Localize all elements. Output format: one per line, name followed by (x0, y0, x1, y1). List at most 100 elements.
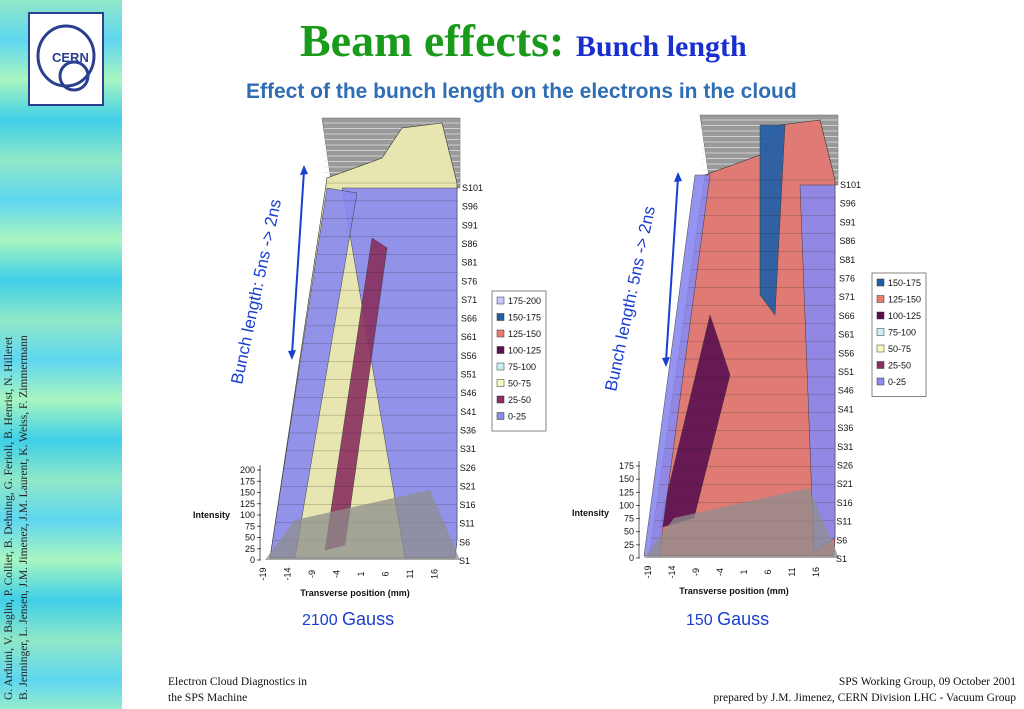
z-tick-label: 125 (240, 499, 255, 509)
x-tick-label: -14 (667, 565, 677, 578)
title-sub: Bunch length (575, 30, 747, 63)
z-tick-label: 175 (619, 461, 634, 471)
series-label: S21 (460, 481, 476, 491)
series-label: S16 (837, 498, 853, 508)
series-label: S31 (460, 444, 476, 454)
x-tick-label: 11 (405, 569, 415, 578)
z-tick-label: 75 (624, 514, 634, 524)
series-label: S96 (840, 199, 856, 209)
series-label: S46 (460, 388, 476, 398)
arrow-head-up (300, 165, 308, 175)
field-unit: Gauss (342, 609, 394, 629)
z-tick-label: 100 (240, 510, 255, 520)
series-label: S91 (462, 220, 478, 230)
x-tick-label: -14 (283, 567, 293, 580)
legend-label: 150-175 (508, 313, 541, 323)
annotation-arrow (291, 170, 305, 355)
series-label: S91 (840, 217, 856, 227)
legend-label: 100-125 (508, 346, 541, 356)
series-label: S46 (838, 386, 854, 396)
series-label: S101 (462, 183, 483, 193)
z-tick-label: 75 (245, 521, 255, 531)
legend-label: 75-100 (508, 362, 536, 372)
series-label: S56 (461, 351, 477, 361)
z-axis-label: Intensity (193, 510, 230, 520)
x-tick-label: 6 (763, 569, 773, 574)
series-label: S51 (461, 370, 477, 380)
legend-label: 0-25 (508, 412, 526, 422)
title-main: Beam effects: (300, 15, 565, 66)
legend-swatch (876, 311, 885, 320)
legend-swatch (496, 379, 505, 387)
legend-swatch (876, 295, 885, 303)
legend-swatch (876, 328, 885, 336)
z-tick-label: 150 (619, 474, 634, 484)
x-tick-label: 11 (787, 567, 797, 576)
series-label: S26 (460, 463, 476, 473)
annotation-text: Bunch length: 5ns -> 2ns (227, 197, 285, 385)
x-tick-label: -9 (691, 568, 701, 576)
x-tick-label: 1 (356, 571, 366, 576)
series-label: S76 (839, 274, 855, 284)
z-tick-label: 175 (240, 476, 255, 486)
z-tick-label: 125 (619, 487, 634, 497)
x-tick-label: -19 (258, 567, 268, 580)
legend-box (871, 272, 927, 397)
series-label: S11 (836, 517, 851, 527)
series-label: S101 (840, 180, 861, 190)
series-label: S66 (839, 311, 855, 321)
series-label: S26 (837, 461, 853, 471)
field-label: 150 Gauss (686, 609, 769, 629)
z-axis-label: Intensity (572, 508, 609, 518)
series-label: S61 (461, 332, 477, 342)
series-label: S31 (837, 442, 853, 452)
legend-label: 150-175 (888, 278, 921, 288)
legend-label: 25-50 (508, 395, 531, 405)
series-label: S61 (838, 330, 854, 340)
field-value: 2100 (302, 612, 342, 629)
series-label: S36 (460, 425, 476, 435)
z-tick-label: 25 (624, 540, 634, 550)
legend-label: 100-125 (888, 311, 921, 321)
legend-label: 125-150 (888, 295, 921, 305)
field-label: 2100 Gauss (302, 609, 394, 629)
series-label: S56 (838, 348, 854, 358)
legend-label: 50-75 (888, 344, 911, 354)
x-tick-label: -4 (715, 568, 725, 576)
footer-left: Electron Cloud Diagnostics in the SPS Ma… (168, 674, 307, 706)
legend-swatch (876, 361, 885, 369)
series-label: S11 (459, 519, 474, 529)
series-label: S6 (459, 537, 470, 547)
x-tick-label: 1 (739, 569, 749, 574)
annotation-arrow (665, 177, 679, 362)
x-tick-label: -9 (307, 570, 317, 578)
surface-band (799, 184, 836, 554)
legend-swatch (496, 313, 505, 321)
legend-swatch (876, 278, 885, 287)
field-unit: Gauss (717, 609, 769, 629)
footer-right-line-1: SPS Working Group, 09 October 2001 (838, 676, 1016, 688)
annotation-text: Bunch length: 5ns -> 2ns (601, 204, 659, 392)
series-label: S6 (836, 535, 847, 545)
z-tick-label: 0 (629, 553, 634, 563)
legend-swatch (496, 346, 505, 354)
arrow-head-down (662, 357, 670, 367)
sidebar-decoration (0, 0, 122, 709)
field-value: 150 (686, 612, 717, 629)
series-label: S16 (459, 500, 475, 510)
series-label: S96 (462, 202, 478, 212)
legend-label: 0-25 (888, 377, 906, 387)
z-tick-label: 200 (240, 465, 255, 475)
floor (265, 490, 460, 560)
legend-swatch (876, 344, 885, 353)
z-tick-label: 50 (624, 527, 634, 537)
legend-swatch (496, 296, 505, 305)
legend-swatch (496, 412, 505, 420)
series-label: S36 (837, 423, 853, 433)
series-label: S81 (461, 258, 477, 268)
series-label: S1 (836, 554, 847, 564)
legend-swatch (496, 362, 505, 371)
